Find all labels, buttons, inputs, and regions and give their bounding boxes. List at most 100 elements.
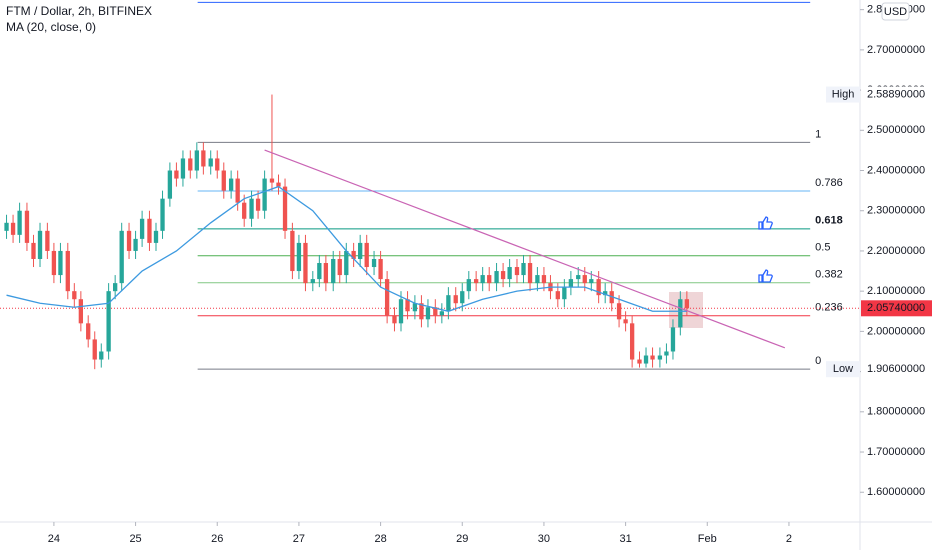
currency-label: USD — [884, 6, 907, 18]
indicator-label: MA (20, close, 0) — [6, 20, 96, 34]
candle-body — [45, 230, 50, 251]
candle-body — [290, 230, 295, 272]
candle-body — [310, 279, 315, 284]
candle-body — [460, 291, 465, 304]
candle-body — [419, 303, 424, 320]
chart-title: FTM / Dollar, 2h, BITFINEX — [6, 4, 152, 18]
candle-body — [201, 150, 206, 167]
candle-body — [337, 258, 342, 276]
candle-body — [221, 170, 226, 191]
candle-body — [568, 279, 574, 288]
candle-body — [378, 258, 383, 280]
candle-body — [276, 182, 281, 187]
price-marker-value: 1.90600000 — [867, 363, 925, 375]
candle-body — [473, 279, 479, 284]
candle-body — [255, 198, 261, 211]
candle-body — [398, 299, 404, 324]
y-tick-label: 2.40000000 — [867, 164, 925, 176]
candle-body — [147, 218, 152, 243]
like-icon[interactable] — [758, 216, 773, 230]
candle-body — [269, 178, 275, 183]
price-marker-value: 2.58890000 — [867, 88, 925, 100]
candle-body — [65, 250, 70, 292]
price-marker-box — [861, 361, 932, 378]
candle-body — [514, 267, 520, 276]
candle-body — [249, 198, 254, 219]
candle-body — [180, 158, 186, 179]
candle-body — [10, 222, 16, 235]
candle-body — [37, 230, 43, 259]
x-tick-label: 27 — [293, 533, 305, 545]
candle-body — [51, 250, 57, 276]
candle-body — [235, 178, 240, 203]
candle-body — [194, 150, 199, 171]
candle-body — [446, 295, 451, 312]
last-price-label: 2.05740000 — [867, 302, 925, 314]
candle-body — [576, 275, 581, 280]
candle-body — [215, 158, 220, 171]
candle-body — [174, 170, 179, 179]
candle-body — [623, 319, 628, 324]
candle-body — [487, 275, 492, 284]
candle-body — [86, 323, 91, 340]
candle-body — [126, 230, 132, 251]
candle-body — [453, 295, 458, 304]
candle-body — [392, 315, 397, 324]
y-tick-label: 2.20000000 — [867, 245, 925, 257]
price-marker-tag — [826, 361, 860, 378]
candle-body — [562, 287, 567, 300]
candle-body — [494, 271, 499, 284]
last-price-tag — [861, 300, 932, 317]
candle-body — [17, 210, 22, 235]
candle-body — [582, 275, 587, 284]
currency-button[interactable] — [881, 2, 910, 21]
y-tick-label: 1.60000000 — [867, 486, 925, 498]
candle-body — [153, 230, 159, 243]
candle-body — [358, 242, 363, 259]
candle-body — [31, 242, 36, 259]
candle-body — [113, 283, 118, 292]
candle-body — [643, 355, 649, 364]
price-marker-box — [861, 86, 932, 103]
fib-label: 0 — [815, 355, 821, 367]
fib-label: 0.786 — [815, 177, 843, 189]
candle-body — [412, 303, 418, 312]
candle-body — [160, 198, 165, 231]
candle-body — [167, 170, 173, 199]
candle-body — [296, 242, 302, 272]
candle-body — [72, 291, 77, 300]
candle-body — [303, 242, 308, 284]
candle-body — [629, 323, 635, 360]
candle-body — [242, 202, 247, 219]
candle-body — [228, 178, 234, 191]
candle-body — [317, 263, 322, 280]
candle-body — [650, 355, 655, 360]
candle-body — [344, 250, 349, 276]
candle-body — [439, 311, 444, 316]
like-glyph — [758, 269, 773, 283]
x-tick-label: 25 — [129, 533, 141, 545]
candle-body — [535, 275, 540, 284]
candle-body — [678, 299, 683, 328]
candle-body — [657, 355, 663, 360]
candle-body — [92, 339, 97, 360]
y-tick-label: 2.50000000 — [867, 124, 925, 136]
candle-body — [521, 263, 526, 276]
candle-body — [78, 299, 84, 324]
candle-body — [331, 258, 336, 284]
trend-line — [264, 149, 786, 349]
fib-label: 1 — [815, 128, 821, 140]
x-tick-label: 29 — [456, 533, 468, 545]
candle-body — [589, 279, 594, 284]
candle-body — [637, 359, 642, 364]
y-tick-label: 2.10000000 — [867, 285, 925, 297]
candle-body — [371, 258, 377, 268]
x-tick-label: 28 — [374, 533, 386, 545]
price-marker-label: Low — [833, 363, 853, 375]
candle-body — [555, 291, 560, 300]
x-tick-label: 2 — [786, 533, 792, 545]
like-icon[interactable] — [758, 269, 773, 283]
y-tick-label: 2.30000000 — [867, 205, 925, 217]
candle-body — [616, 303, 622, 320]
